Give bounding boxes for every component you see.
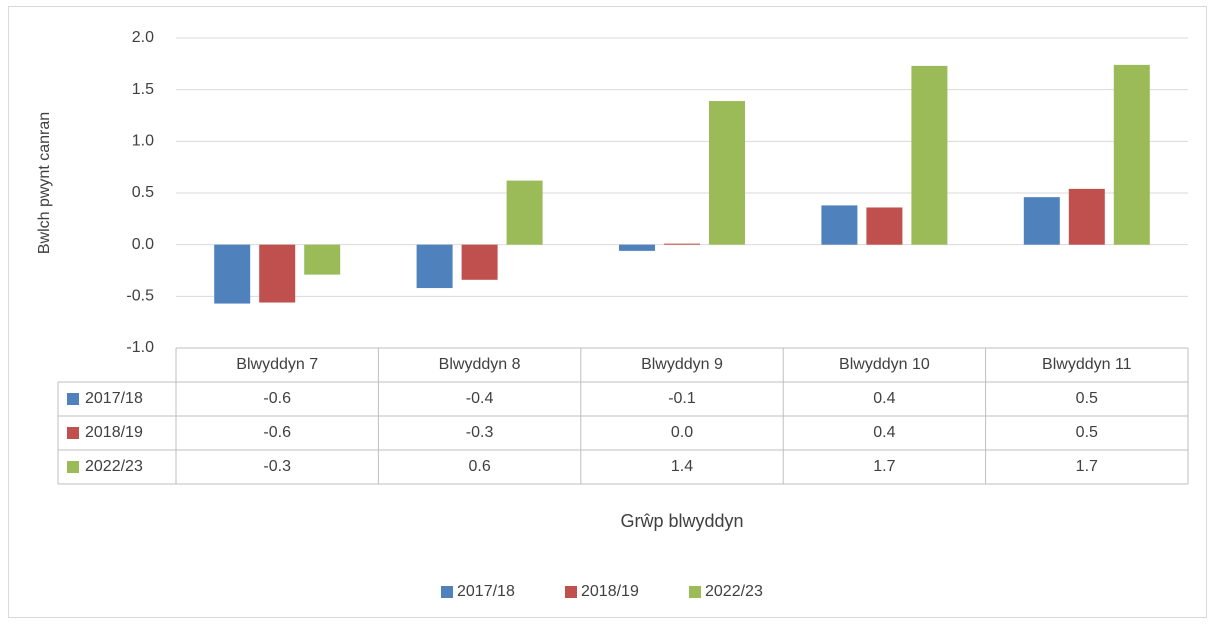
table-series-name: 2022/23 [85, 458, 143, 475]
table-cell: 0.6 [468, 458, 490, 475]
table-series-name: 2017/18 [85, 390, 143, 407]
table-cell: 0.5 [1076, 390, 1098, 407]
table-cell: 1.7 [1076, 458, 1098, 475]
bar [664, 243, 700, 245]
legend-label: 2022/23 [705, 583, 763, 600]
bar [461, 244, 498, 280]
bar [259, 244, 296, 303]
table-cell: -0.6 [263, 424, 291, 441]
table-legend-key [67, 427, 79, 439]
bar [214, 244, 251, 304]
y-tick-label: 0.0 [132, 236, 154, 253]
table-cell: 1.4 [671, 458, 693, 475]
bar [1113, 64, 1150, 245]
table-legend-key [67, 393, 79, 405]
legend-key [565, 586, 577, 598]
bar [1068, 188, 1105, 245]
table-series-name: 2018/19 [85, 424, 143, 441]
bar [304, 244, 341, 275]
chart-frame [8, 6, 1207, 618]
table-cell: 1.7 [873, 458, 895, 475]
table-cell: -0.1 [668, 390, 696, 407]
y-tick-label: 1.5 [132, 81, 154, 98]
bar [821, 205, 858, 245]
x-axis-title: Grŵp blwyddyn [620, 511, 743, 531]
bar [506, 180, 543, 245]
x-tick-label: Blwyddyn 8 [439, 356, 521, 373]
y-tick-label: 2.0 [132, 29, 154, 46]
legend-label: 2018/19 [581, 583, 639, 600]
bar [709, 101, 745, 245]
table-cell: 0.5 [1076, 424, 1098, 441]
legend-key [441, 586, 453, 598]
x-tick-label: Blwyddyn 9 [641, 356, 723, 373]
legend-key [689, 586, 701, 598]
x-tick-label: Blwyddyn 7 [236, 356, 318, 373]
table-cell: -0.3 [263, 458, 291, 475]
y-tick-label: 0.5 [132, 184, 154, 201]
table-cell: 0.4 [873, 390, 895, 407]
legend-label: 2017/18 [457, 583, 515, 600]
table-cell: -0.6 [263, 390, 291, 407]
table-cell: -0.4 [466, 390, 494, 407]
table-legend-key [67, 461, 79, 473]
y-tick-label: 1.0 [132, 133, 154, 150]
bar [866, 207, 903, 245]
table-cell: -0.3 [466, 424, 494, 441]
bar [416, 244, 453, 289]
bar [1023, 197, 1060, 245]
bar [911, 65, 948, 245]
y-axis-title: Bwlch pwynt canran [36, 112, 53, 254]
x-tick-label: Blwyddyn 11 [1042, 356, 1132, 373]
table-cell: 0.0 [671, 424, 693, 441]
x-tick-label: Blwyddyn 10 [839, 356, 930, 373]
bar [619, 244, 655, 251]
y-tick-label: -0.5 [126, 288, 154, 305]
table-cell: 0.4 [873, 424, 895, 441]
y-tick-label: -1.0 [126, 339, 154, 356]
